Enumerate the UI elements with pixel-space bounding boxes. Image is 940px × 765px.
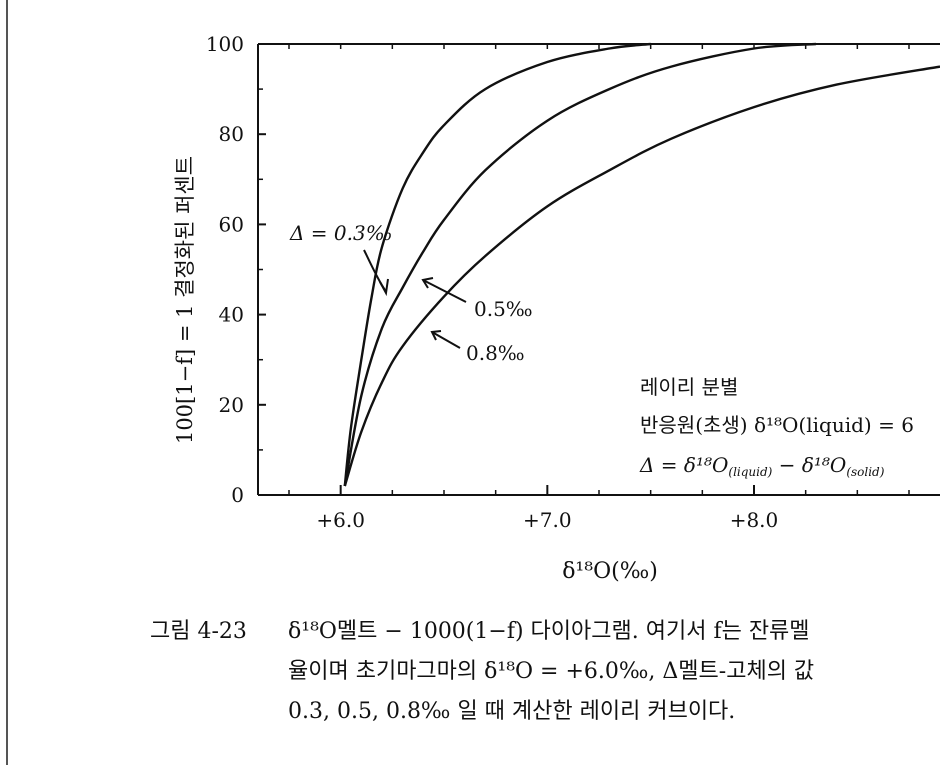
caption-line-2: 율이며 초기마그마의 δ¹⁸O = +6.0‰, Δ멜트-고체의 값: [288, 659, 815, 684]
y-axis-label: 100[1−f] = 1 결정화된 퍼센트: [173, 156, 197, 444]
caption-line-3: 0.3, 0.5, 0.8‰ 일 때 계산한 레이리 커브이다.: [288, 699, 736, 724]
x-tick-label: +6.0: [316, 508, 365, 532]
x-tick-label: +7.0: [523, 508, 572, 532]
chart-ticks: 0 20 40 60 80 100 +6.0 +7.0 +8.0: [206, 32, 910, 532]
y-tick-label: 40: [219, 303, 244, 327]
series-curve-3: [343, 65, 940, 487]
label-delta-08: 0.8‰: [466, 341, 525, 365]
y-tick-label: 20: [219, 393, 244, 417]
caption-text-1: δ¹⁸O멜트 − 1000(1−f) 다이아그램. 여기서 f는 잔류멜: [288, 619, 810, 644]
figure-caption: 그림 4-23 δ¹⁸O멜트 − 1000(1−f) 다이아그램. 여기서 f는 …: [150, 612, 940, 732]
label-delta-05: 0.5‰: [474, 297, 533, 321]
x-axis-label: δ¹⁸O(‰): [562, 559, 658, 584]
arrowhead-delta-08: [430, 330, 442, 341]
page-edge-rule: [6, 0, 8, 765]
series-curve-2: [343, 42, 817, 487]
chart-axes: 100[1−f] = 1 결정화된 퍼센트 δ¹⁸O(‰): [173, 43, 940, 584]
y-tick-label: 0: [231, 483, 244, 507]
legend-line-2: 반응원(초생) δ¹⁸O(liquid) = 6: [640, 413, 914, 437]
chart-curves: [343, 42, 940, 487]
arrow-delta-05: [422, 279, 467, 303]
series-curve-1: [343, 42, 651, 487]
arrowhead-delta-03: [379, 278, 389, 297]
legend-line-3: Δ = δ¹⁸O(liquid) − δ¹⁸O(solid): [639, 453, 885, 479]
arrow-delta-08: [431, 331, 461, 349]
caption-line-1: 그림 4-23 δ¹⁸O멜트 − 1000(1−f) 다이아그램. 여기서 f는 …: [150, 612, 940, 652]
label-delta-03: Δ = 0.3‰: [289, 221, 393, 245]
y-tick-label: 100: [206, 32, 244, 56]
y-tick-label: 60: [219, 212, 244, 236]
x-tick-label: +8.0: [730, 508, 779, 532]
y-tick-label: 80: [219, 122, 244, 146]
arrowhead-delta-05: [421, 277, 434, 289]
caption-label: 그림 4-23: [150, 619, 247, 644]
legend-title: 레이리 분별: [640, 375, 738, 399]
